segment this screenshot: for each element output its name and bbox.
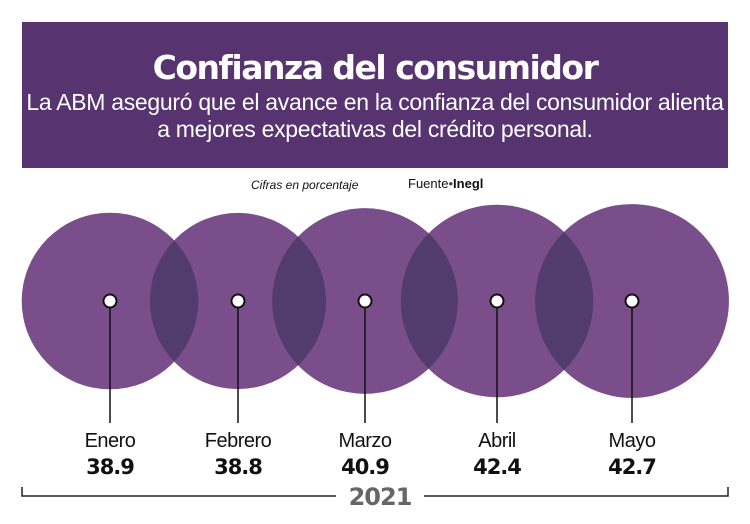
center-dot xyxy=(624,293,640,309)
value-label: 38.9 xyxy=(86,455,134,479)
year-bracket xyxy=(21,487,729,497)
value-label: 42.7 xyxy=(608,455,656,479)
year-label: 2021 xyxy=(349,483,412,511)
month-label: Febrero xyxy=(205,430,272,452)
chart-subtitle: La ABM aseguró que el avance en la confi… xyxy=(26,89,724,142)
source-label: Fuente xyxy=(408,176,449,191)
value-label: 38.8 xyxy=(214,455,262,479)
center-dot xyxy=(102,293,118,309)
center-dot xyxy=(230,293,246,309)
center-dot xyxy=(489,293,505,309)
units-note: Cifras en porcentaje xyxy=(251,178,359,192)
value-label: 42.4 xyxy=(473,455,521,479)
header-banner: Confianza del consumidor La ABM aseguró … xyxy=(22,22,728,168)
center-dot xyxy=(357,293,373,309)
bullet-icon: • xyxy=(448,176,454,191)
month-label: Marzo xyxy=(338,430,391,452)
value-label: 40.9 xyxy=(341,455,389,479)
chart-title: Confianza del consumidor xyxy=(152,48,599,87)
source-credit: Fuente•Inegl xyxy=(408,176,483,191)
month-label: Mayo xyxy=(609,430,656,452)
source-name: Inegl xyxy=(453,176,484,191)
month-label: Abril xyxy=(478,430,516,452)
month-label: Enero xyxy=(85,430,136,452)
